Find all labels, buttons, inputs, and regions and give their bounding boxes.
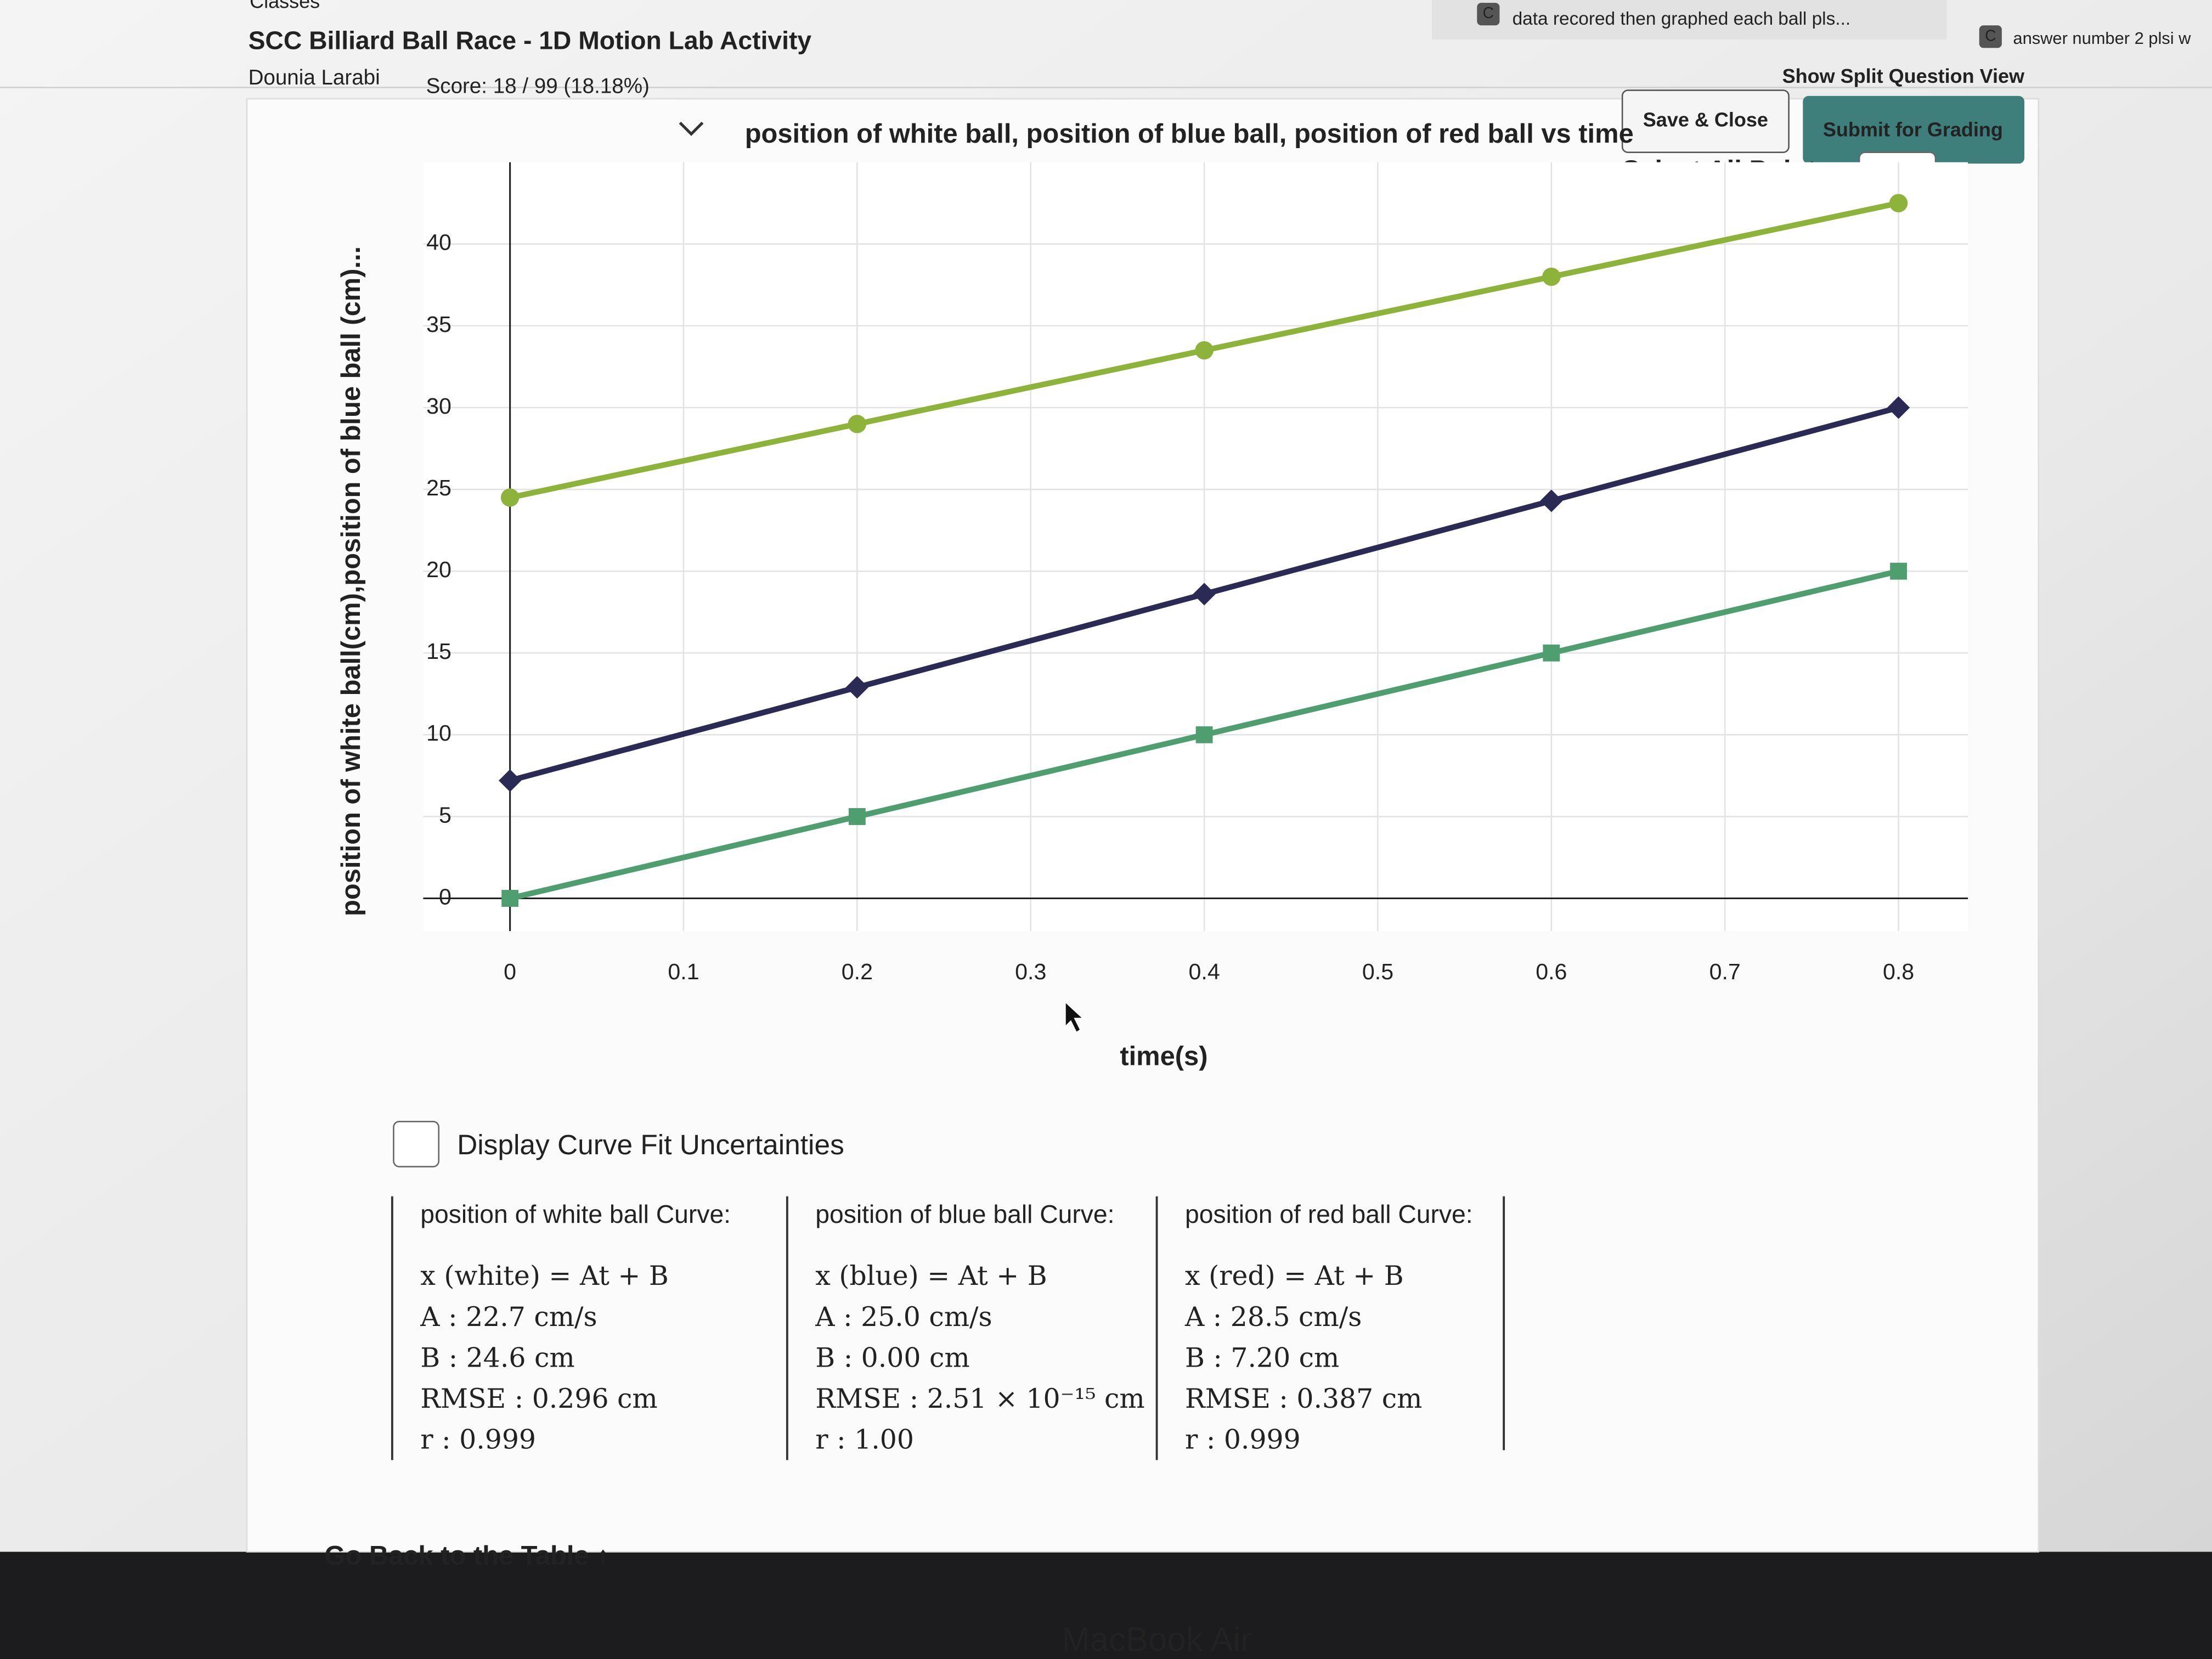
point bbox=[1195, 726, 1213, 743]
point bbox=[1543, 644, 1560, 662]
submit-button[interactable] bbox=[1803, 95, 2024, 164]
point bbox=[499, 769, 522, 792]
plot: 0 0.1 0.2 0.3 0.4 0.5 0.6 0.7 0.8 0 5 10 15 20 25 30 35 4… bbox=[423, 162, 1968, 984]
fit-results: position of white ball Curve: x (white) =… bbox=[391, 1196, 1505, 1460]
fit-line: A : 28.5 cm/s bbox=[1184, 1301, 1362, 1333]
fit-line: r : 1.00 bbox=[815, 1424, 914, 1455]
plot-area bbox=[423, 162, 1968, 932]
point bbox=[1887, 396, 1910, 419]
split-view-link[interactable]: Show Split Question View bbox=[1782, 65, 2025, 87]
chart-title: position of white ball, position of blue… bbox=[745, 119, 1634, 149]
tab-label[interactable]: data recored then graphed each ball pls.… bbox=[1513, 9, 1851, 29]
fit-line: x (red) = At + B bbox=[1185, 1260, 1404, 1291]
x-tick-label: 0.2 bbox=[842, 959, 873, 984]
x-tick-label: 0.1 bbox=[668, 959, 699, 984]
point bbox=[848, 415, 867, 433]
point bbox=[1890, 562, 1908, 580]
tab-icon: C bbox=[1483, 4, 1494, 21]
y-tick-label: 10 bbox=[426, 720, 452, 746]
x-tick-label: 0.5 bbox=[1362, 959, 1393, 984]
fit-line: x (white) = At + B bbox=[420, 1260, 668, 1291]
y-tick-label: 40 bbox=[426, 230, 452, 255]
mouse-cursor bbox=[1064, 1000, 1086, 1034]
point bbox=[1540, 489, 1563, 512]
save-close-label[interactable]: Save & Close bbox=[1643, 109, 1768, 131]
y-tick-label: 25 bbox=[426, 475, 452, 500]
fit-line: B : 0.00 cm bbox=[815, 1342, 969, 1373]
point bbox=[848, 808, 866, 825]
tab[interactable] bbox=[1432, 0, 1947, 40]
fit-line: r : 0.999 bbox=[1185, 1424, 1301, 1455]
fit-line: B : 24.6 cm bbox=[420, 1342, 574, 1373]
y-axis-label: position of white ball(cm),position of b… bbox=[336, 246, 366, 916]
tab-icon-box bbox=[1477, 3, 1500, 26]
x-tick-label: 0 bbox=[504, 959, 516, 984]
checkbox-label[interactable]: Display Curve Fit Uncertainties bbox=[457, 1128, 844, 1160]
uncertainties-checkbox[interactable] bbox=[393, 1121, 440, 1167]
y-tick-label: 0 bbox=[439, 884, 452, 909]
collapse-chevron[interactable] bbox=[679, 121, 704, 136]
score: Score: 18 / 99 (18.18%) bbox=[426, 75, 650, 98]
y-tick-label: 15 bbox=[426, 639, 452, 664]
submit-label[interactable]: Submit for Grading bbox=[1823, 119, 2003, 141]
fit-title: position of red ball Curve: bbox=[1185, 1200, 1473, 1228]
fit-line: RMSE : 0.296 cm bbox=[420, 1383, 657, 1414]
fit-line: r : 0.999 bbox=[420, 1424, 536, 1455]
x-tick-label: 0.4 bbox=[1189, 959, 1220, 984]
point bbox=[500, 488, 520, 507]
breadcrumb[interactable]: Classes bbox=[250, 0, 320, 13]
student-name: Dounia Larabi bbox=[249, 66, 380, 89]
x-axis-label: time(s) bbox=[1120, 1041, 1207, 1071]
device-label: MacBook Air bbox=[1062, 1621, 1251, 1658]
x-tick-label: 0.6 bbox=[1536, 959, 1567, 984]
tab-label[interactable]: answer number 2 plsi w bbox=[2013, 29, 2191, 48]
y-tick-label: 20 bbox=[426, 557, 452, 582]
save-close-button[interactable] bbox=[1621, 89, 1790, 153]
fit-line: RMSE : 0.387 cm bbox=[1185, 1383, 1422, 1414]
point bbox=[1542, 267, 1561, 286]
back-link[interactable]: Go Back to the Table ↑ bbox=[324, 1541, 610, 1571]
activity-title: SCC Billiard Ball Race - 1D Motion Lab A… bbox=[249, 26, 812, 54]
x-tick-label: 0.3 bbox=[1015, 959, 1046, 984]
x-tick-label: 0.8 bbox=[1883, 959, 1914, 984]
point bbox=[501, 890, 519, 907]
tab-icon-box bbox=[1979, 25, 2002, 48]
point bbox=[1889, 194, 1908, 212]
y-tick-label: 30 bbox=[426, 393, 452, 419]
tab-icon: C bbox=[1985, 26, 1996, 44]
y-tick-label: 35 bbox=[426, 312, 452, 337]
bezel bbox=[0, 1551, 2212, 1659]
fit-line: RMSE : 2.51 × 10⁻¹⁵ cm bbox=[815, 1383, 1144, 1414]
point bbox=[1195, 341, 1214, 360]
fit-title: position of blue ball Curve: bbox=[815, 1200, 1114, 1228]
fit-line: B : 7.20 cm bbox=[1185, 1342, 1339, 1373]
x-tick-label: 0.7 bbox=[1709, 959, 1741, 984]
fit-line: A : 22.7 cm/s bbox=[420, 1301, 597, 1333]
y-tick-label: 5 bbox=[439, 802, 452, 827]
fit-title: position of white ball Curve: bbox=[420, 1200, 731, 1228]
fit-line: A : 25.0 cm/s bbox=[815, 1301, 992, 1333]
fit-line: x (blue) = At + B bbox=[815, 1260, 1047, 1291]
